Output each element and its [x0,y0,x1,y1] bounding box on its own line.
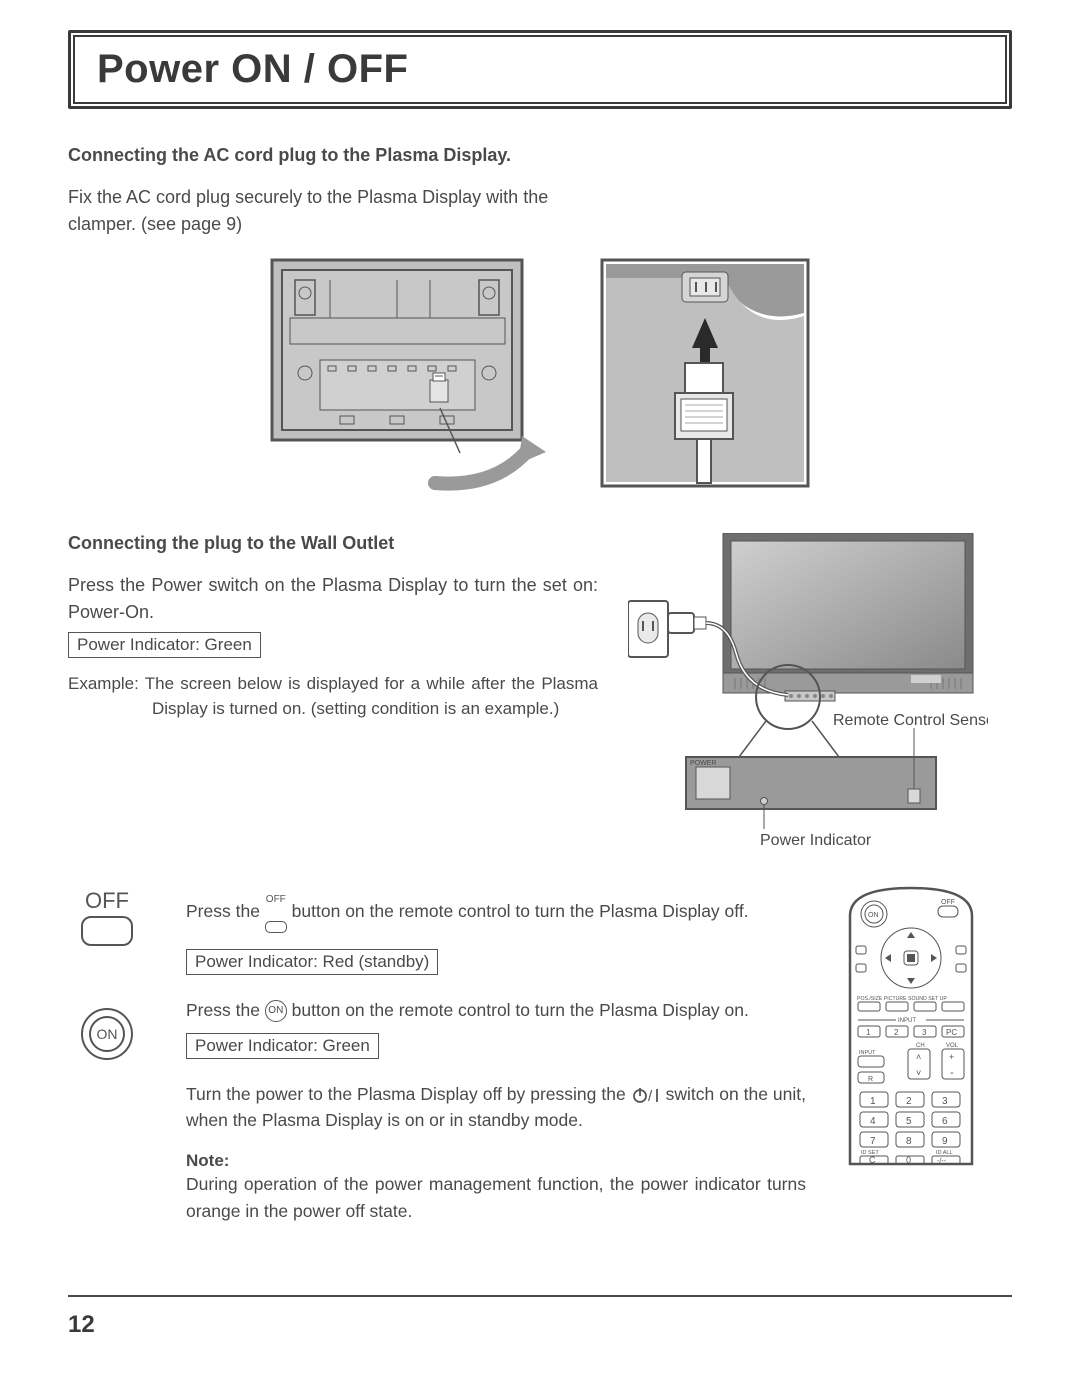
svg-text:8: 8 [906,1136,912,1147]
footer-rule [68,1295,1012,1297]
power-switch-icon: / [631,1086,661,1104]
svg-text:˄: ˄ [916,1052,921,1062]
indicator-green-box-1: Power Indicator: Green [68,632,261,658]
power-indicator-label: Power Indicator [760,832,872,849]
diagrams-row [68,258,1012,493]
remote-sensor-label: Remote Control Sensor [833,712,988,729]
svg-text:2: 2 [906,1096,912,1107]
instructions-column: Press the OFF button on the remote contr… [186,886,806,1228]
svg-text:7: 7 [870,1136,876,1147]
off-label: OFF [81,888,133,914]
svg-text:C: C [869,1155,876,1165]
remote-icon-column: OFF ON [68,886,146,1228]
title-frame: Power ON / OFF [68,30,1012,109]
svg-text:-: - [950,1067,954,1079]
section2-example: Example: The screen below is displayed f… [68,672,598,721]
svg-text:4: 4 [870,1116,876,1127]
svg-text:9: 9 [942,1136,948,1147]
svg-text:POS./SIZE PICTURE SOUND SET UP: POS./SIZE PICTURE SOUND SET UP [857,996,947,1002]
indicator-red-box: Power Indicator: Red (standby) [186,949,438,975]
note-label: Note: [186,1151,229,1170]
note-block: Note: During operation of the power mana… [186,1151,806,1224]
svg-text:VOL: VOL [946,1043,959,1049]
svg-text:INPUT: INPUT [898,1018,916,1024]
off-instruction: Press the OFF button on the remote contr… [186,886,806,939]
off-icon-group: OFF [81,888,133,946]
off-on-block: OFF ON Press the OFF button on the remot… [68,886,1012,1228]
page-footer: 12 [68,1295,1012,1339]
page-number: 12 [68,1311,1012,1339]
section1-text: Fix the AC cord plug securely to the Pla… [68,184,588,238]
svg-text:1: 1 [870,1096,876,1107]
svg-text:-/--: -/-- [937,1158,947,1165]
tiny-off-pill-icon [265,921,287,933]
tiny-off-label: OFF [266,895,286,905]
svg-text:1: 1 [866,1028,871,1037]
turnoff-pre: Turn the power to the Plasma Display off… [186,1084,631,1104]
svg-text:3: 3 [922,1028,927,1037]
svg-text:3: 3 [942,1096,948,1107]
display-back-diagram [270,258,560,493]
section1-heading: Connecting the AC cord plug to the Plasm… [68,145,1012,166]
on-circle-label: ON [89,1016,125,1052]
on-post: button on the remote control to turn the… [292,1000,749,1020]
svg-text:ID ALL: ID ALL [936,1150,953,1156]
on-icon-group: ON [81,1008,133,1060]
section-ac-cord: Connecting the AC cord plug to the Plasm… [68,145,1012,493]
svg-text:5: 5 [906,1116,912,1127]
svg-text:6: 6 [942,1116,948,1127]
unit-switch-instruction: Turn the power to the Plasma Display off… [186,1081,806,1134]
note-text: During operation of the power management… [186,1171,806,1224]
svg-text:+: + [949,1052,954,1062]
off-pre: Press the [186,901,265,921]
svg-text:/: / [648,1088,653,1104]
svg-text:OFF: OFF [941,899,955,906]
svg-text:R: R [868,1076,873,1083]
tv-outlet-diagram: POWER Remote Control Sensor Power Indica… [628,533,988,853]
svg-text:INPUT: INPUT [859,1050,876,1056]
off-post: button on the remote control to turn the… [292,901,749,921]
svg-text:POWER: POWER [690,760,716,767]
svg-text:PC: PC [946,1028,957,1037]
svg-text:0: 0 [906,1155,911,1165]
tiny-on-circle-icon: ON [265,1000,287,1022]
plug-insert-diagram [600,258,810,488]
section2-text: Press the Power switch on the Plasma Dis… [68,572,598,626]
on-instruction: Press the ON button on the remote contro… [186,997,806,1023]
svg-text:2: 2 [894,1028,899,1037]
off-pill-icon [81,916,133,946]
remote-control-diagram: ON OFF POS./SIZE PICTURE SOUND SET UP IN… [846,886,976,1228]
indicator-green-box-2: Power Indicator: Green [186,1033,379,1059]
page-title: Power ON / OFF [97,47,983,92]
section-wall-outlet: Connecting the plug to the Wall Outlet P… [68,533,1012,858]
on-pre: Press the [186,1000,265,1020]
svg-text:ON: ON [868,912,879,919]
title-inner: Power ON / OFF [73,35,1007,104]
svg-text:˅: ˅ [916,1068,921,1078]
section2-heading: Connecting the plug to the Wall Outlet [68,533,598,554]
svg-text:CH: CH [916,1043,925,1049]
